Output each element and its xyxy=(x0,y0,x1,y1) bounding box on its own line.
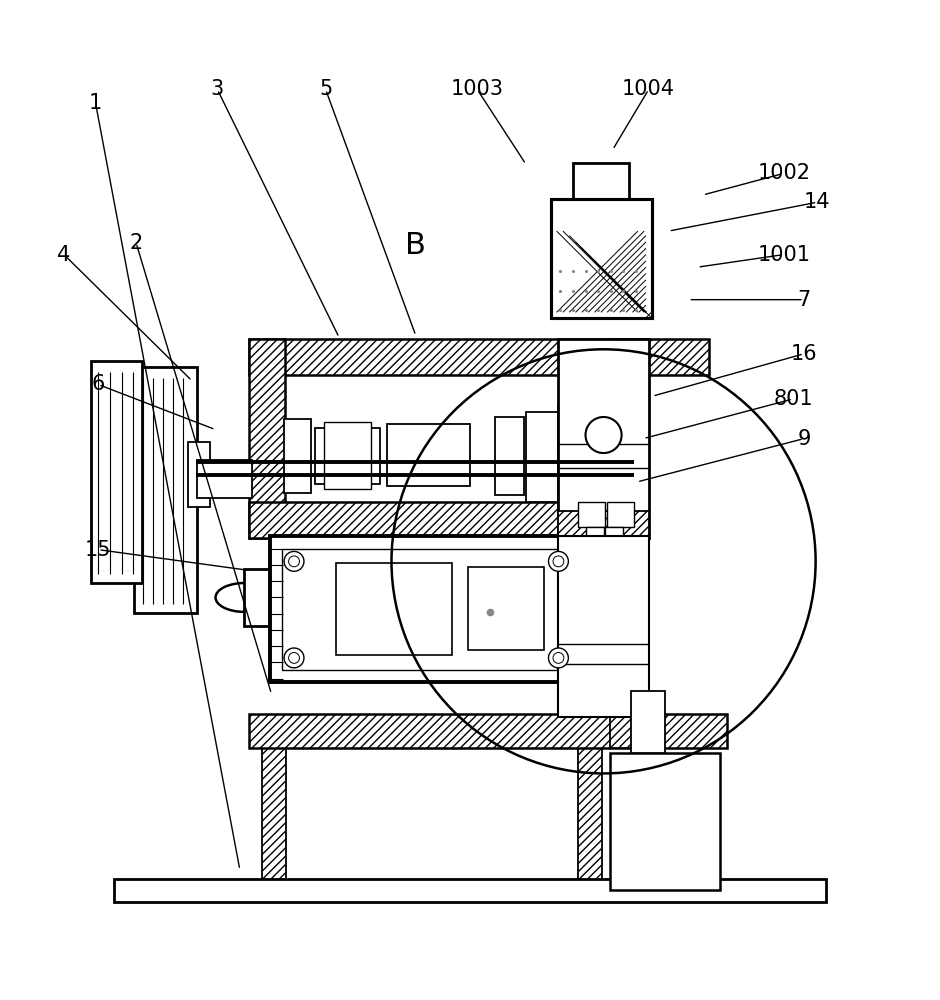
Bar xyxy=(270,536,594,682)
Bar xyxy=(607,502,634,527)
Bar xyxy=(551,199,652,318)
Text: 1004: 1004 xyxy=(622,79,675,99)
Bar xyxy=(284,419,311,493)
Bar xyxy=(558,339,649,538)
Bar xyxy=(197,460,252,498)
Bar xyxy=(578,563,631,583)
Text: 1: 1 xyxy=(89,93,102,113)
Text: 4: 4 xyxy=(57,245,70,265)
Text: 3: 3 xyxy=(211,79,224,99)
Bar xyxy=(592,547,617,568)
Bar xyxy=(249,714,728,748)
Bar xyxy=(605,527,623,547)
Bar xyxy=(262,745,286,879)
Bar xyxy=(586,527,603,547)
Bar xyxy=(558,406,605,507)
Circle shape xyxy=(549,551,569,571)
Bar xyxy=(610,339,646,538)
Bar xyxy=(244,569,270,626)
Bar xyxy=(282,549,580,670)
Text: 5: 5 xyxy=(319,79,332,99)
Text: 16: 16 xyxy=(791,344,817,364)
Text: 6: 6 xyxy=(91,374,105,394)
Text: 7: 7 xyxy=(797,290,810,310)
Text: 2: 2 xyxy=(130,233,143,253)
Bar xyxy=(387,424,470,486)
Bar xyxy=(596,581,609,590)
Bar xyxy=(558,511,649,538)
Bar xyxy=(578,745,602,879)
Bar xyxy=(323,422,370,489)
Bar xyxy=(188,442,211,507)
Bar xyxy=(572,163,629,200)
Bar xyxy=(610,753,720,890)
Bar xyxy=(249,339,709,375)
Bar xyxy=(114,879,826,902)
Circle shape xyxy=(553,653,564,663)
Circle shape xyxy=(553,556,564,567)
Bar xyxy=(631,691,665,753)
Bar xyxy=(558,536,649,717)
Bar xyxy=(91,361,142,583)
Bar xyxy=(134,367,197,613)
Text: 15: 15 xyxy=(85,540,112,560)
Text: B: B xyxy=(405,231,427,260)
Text: 1002: 1002 xyxy=(758,163,810,183)
Bar xyxy=(249,339,285,538)
Circle shape xyxy=(289,653,300,663)
Text: 1001: 1001 xyxy=(758,245,810,265)
Bar xyxy=(578,502,605,527)
Circle shape xyxy=(586,417,621,453)
Bar xyxy=(495,417,525,495)
Circle shape xyxy=(284,551,304,571)
Text: 9: 9 xyxy=(797,429,810,449)
Bar xyxy=(337,563,452,655)
Circle shape xyxy=(289,556,300,567)
Text: 14: 14 xyxy=(805,192,831,212)
Bar xyxy=(315,428,380,484)
Circle shape xyxy=(549,648,569,668)
Text: 801: 801 xyxy=(774,389,813,409)
Bar xyxy=(551,199,652,318)
Circle shape xyxy=(284,648,304,668)
Bar xyxy=(526,412,570,502)
Bar xyxy=(610,536,646,748)
Text: 1003: 1003 xyxy=(450,79,504,99)
Bar xyxy=(468,567,544,650)
Bar xyxy=(249,502,637,538)
